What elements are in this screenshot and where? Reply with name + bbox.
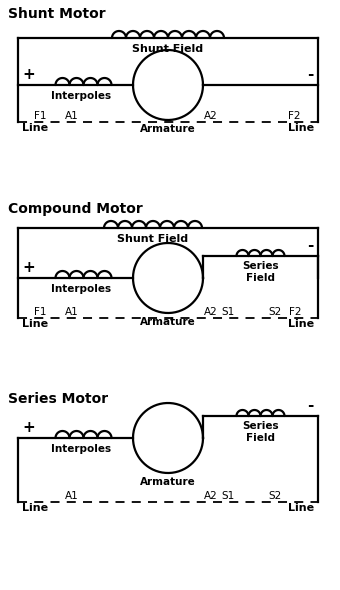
- Text: Line: Line: [22, 503, 48, 513]
- Text: F2: F2: [288, 111, 300, 121]
- Text: Line: Line: [22, 319, 48, 329]
- Text: Armature: Armature: [140, 124, 196, 134]
- Text: Series
Field: Series Field: [242, 261, 279, 283]
- Text: Interpoles: Interpoles: [51, 444, 112, 454]
- Text: Series Motor: Series Motor: [8, 392, 108, 406]
- Text: +: +: [22, 420, 35, 435]
- Text: Line: Line: [22, 123, 48, 133]
- Text: F1: F1: [34, 111, 46, 121]
- Text: S2: S2: [268, 307, 282, 317]
- Text: Line: Line: [288, 123, 314, 133]
- Text: A2: A2: [204, 111, 218, 121]
- Text: Shunt Field: Shunt Field: [117, 234, 189, 244]
- Text: F2: F2: [289, 307, 301, 317]
- Text: S2: S2: [268, 491, 282, 501]
- Text: Interpoles: Interpoles: [51, 284, 112, 294]
- Text: A2: A2: [204, 307, 218, 317]
- Text: S1: S1: [221, 307, 235, 317]
- Text: Shunt Motor: Shunt Motor: [8, 7, 106, 21]
- Text: Compound Motor: Compound Motor: [8, 202, 143, 216]
- Text: Line: Line: [288, 503, 314, 513]
- Text: Line: Line: [288, 319, 314, 329]
- Text: -: -: [308, 398, 314, 413]
- Text: A1: A1: [65, 111, 79, 121]
- Text: Armature: Armature: [140, 317, 196, 327]
- Text: Armature: Armature: [140, 477, 196, 487]
- Text: -: -: [308, 67, 314, 82]
- Text: F1: F1: [34, 307, 46, 317]
- Text: S1: S1: [221, 491, 235, 501]
- Text: +: +: [22, 260, 35, 275]
- Text: Shunt Field: Shunt Field: [133, 44, 204, 54]
- Text: +: +: [22, 67, 35, 82]
- Text: A2: A2: [204, 491, 218, 501]
- Text: -: -: [308, 238, 314, 253]
- Text: Series
Field: Series Field: [242, 421, 279, 442]
- Text: A1: A1: [65, 491, 79, 501]
- Text: Interpoles: Interpoles: [51, 91, 112, 101]
- Text: A1: A1: [65, 307, 79, 317]
